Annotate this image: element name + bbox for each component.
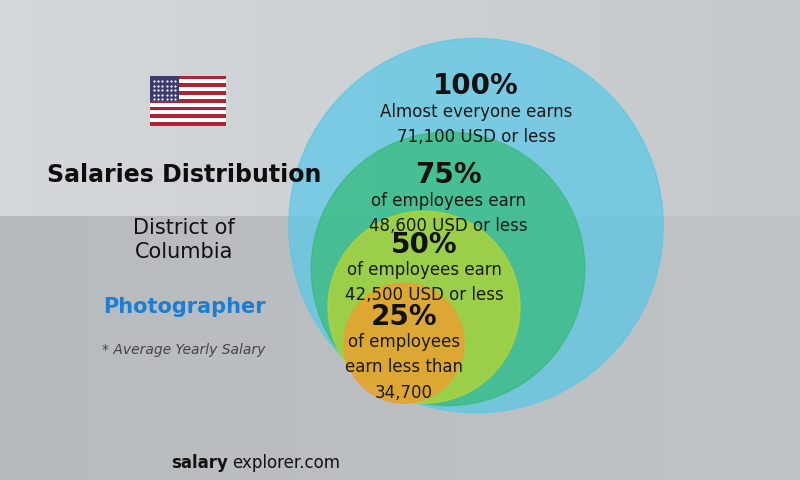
Ellipse shape bbox=[289, 38, 663, 413]
Text: Almost everyone earns: Almost everyone earns bbox=[380, 103, 572, 121]
Bar bbox=[150, 80, 226, 84]
Bar bbox=[150, 103, 226, 107]
Text: 42,500 USD or less: 42,500 USD or less bbox=[345, 287, 503, 304]
Bar bbox=[150, 75, 179, 101]
Text: District of
Columbia: District of Columbia bbox=[133, 217, 235, 263]
Bar bbox=[150, 76, 226, 126]
Text: Photographer: Photographer bbox=[102, 297, 266, 317]
Text: 100%: 100% bbox=[433, 72, 519, 100]
Text: salary: salary bbox=[171, 454, 228, 472]
Text: of employees earn: of employees earn bbox=[346, 261, 502, 279]
Text: 50%: 50% bbox=[390, 231, 458, 259]
Bar bbox=[150, 110, 226, 114]
Text: 71,100 USD or less: 71,100 USD or less bbox=[397, 128, 555, 146]
Bar bbox=[150, 87, 226, 91]
Ellipse shape bbox=[344, 283, 464, 403]
Bar bbox=[150, 118, 226, 122]
Ellipse shape bbox=[311, 132, 585, 406]
Ellipse shape bbox=[328, 211, 520, 403]
Text: Salaries Distribution: Salaries Distribution bbox=[47, 163, 321, 187]
Text: 34,700: 34,700 bbox=[375, 384, 433, 402]
Bar bbox=[150, 95, 226, 99]
Text: 25%: 25% bbox=[370, 303, 438, 331]
Text: of employees earn: of employees earn bbox=[370, 192, 526, 210]
Text: earn less than: earn less than bbox=[345, 359, 463, 376]
Text: 75%: 75% bbox=[414, 161, 482, 189]
Text: 48,600 USD or less: 48,600 USD or less bbox=[369, 217, 527, 235]
Text: * Average Yearly Salary: * Average Yearly Salary bbox=[102, 343, 266, 358]
Text: of employees: of employees bbox=[348, 333, 460, 351]
Text: explorer.com: explorer.com bbox=[232, 454, 340, 472]
